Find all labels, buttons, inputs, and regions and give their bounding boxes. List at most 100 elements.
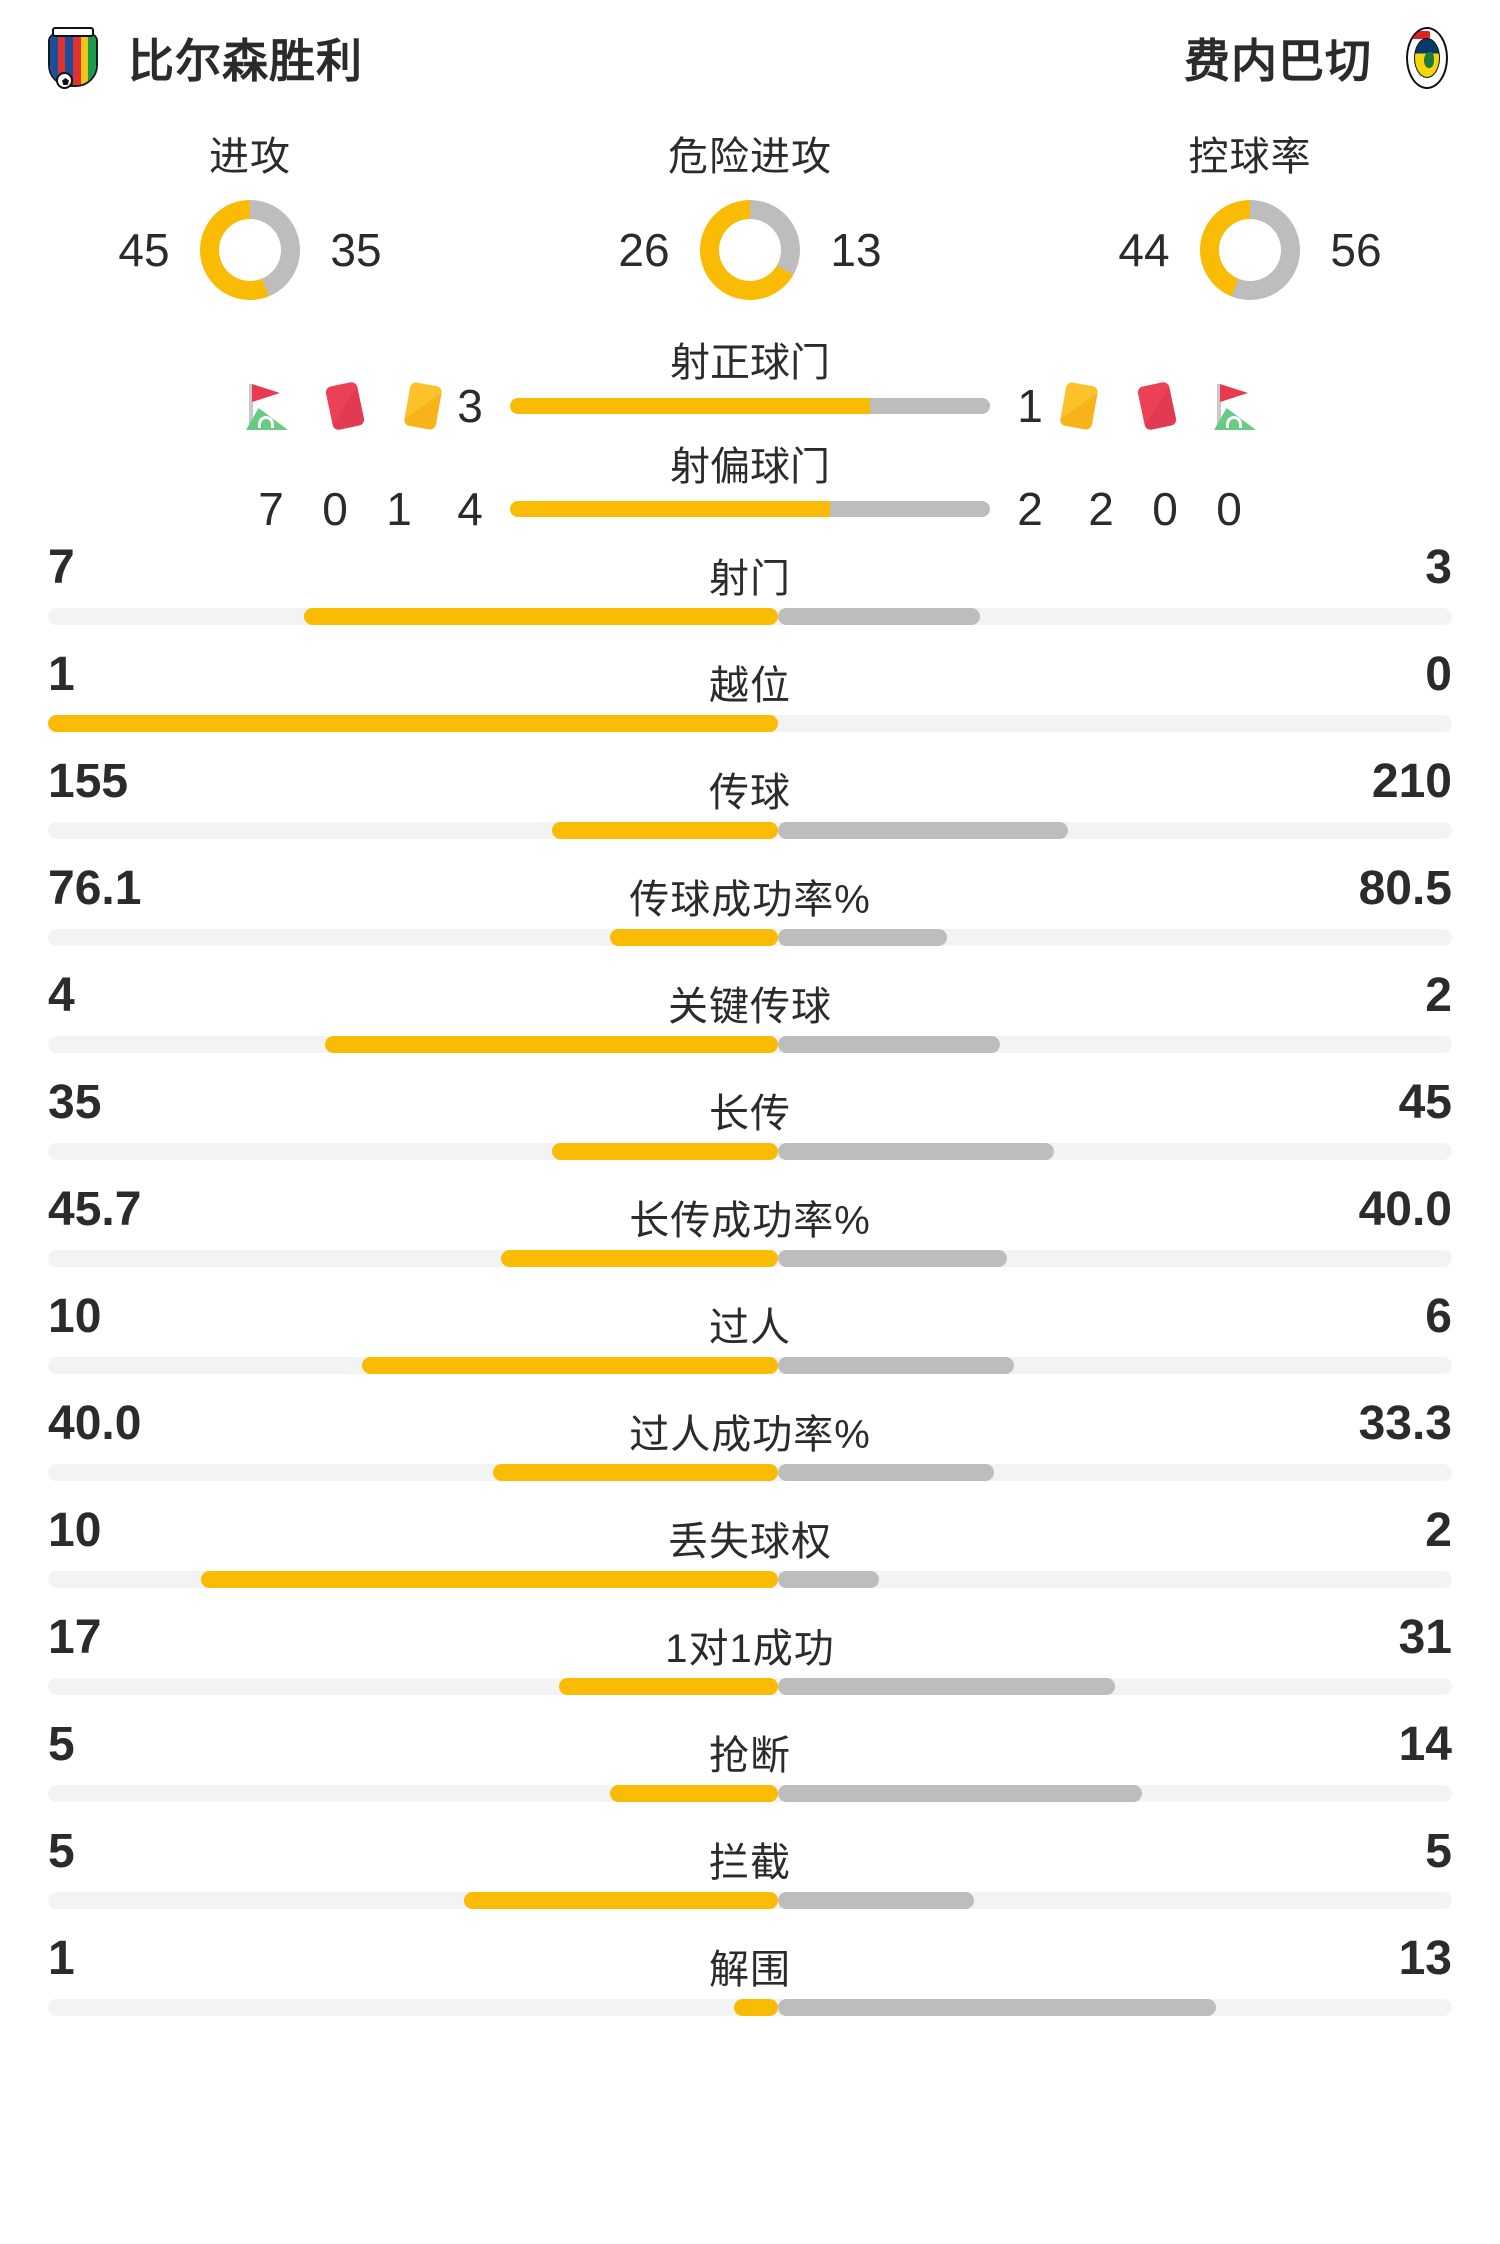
stat-row: 5 抢断 14	[48, 1707, 1452, 1814]
stat-away-value: 13	[1398, 1932, 1452, 1985]
stat-bar-track	[48, 1357, 1452, 1374]
stat-row: 155 传球 210	[48, 744, 1452, 851]
stat-away-value: 0	[1425, 648, 1452, 701]
donut-away-value: 13	[830, 224, 882, 276]
shots-off-target-row: 射偏球门 7 0 1 4 2 2 0 0	[0, 438, 1500, 535]
stat-bar-home	[610, 929, 779, 946]
stat-row: 1 解围 13	[48, 1921, 1452, 2028]
stat-bar-track	[48, 1999, 1452, 2016]
stat-away-value: 80.5	[1358, 862, 1452, 915]
shots-on-target-label: 射正球门	[670, 341, 830, 385]
donut-summary-row: 进攻 45 35 危险进攻 26 13 控球率 44 56	[0, 116, 1500, 316]
stat-away-value: 5	[1425, 1825, 1452, 1878]
stat-name: 过人成功率%	[629, 1413, 871, 1457]
stat-home-value: 5	[48, 1718, 75, 1771]
donut-cell: 危险进攻 26 13	[500, 124, 1000, 316]
stat-row: 10 过人 6	[48, 1279, 1452, 1386]
donut-title: 进攻	[209, 135, 291, 179]
stat-bar-away	[778, 1999, 1217, 2016]
stat-row: 7 射门 3	[48, 530, 1452, 637]
stat-row: 5 拦截 5	[48, 1814, 1452, 1921]
stat-away-value: 6	[1425, 1290, 1452, 1343]
away-discipline-icons	[1050, 378, 1262, 434]
donut-cell: 进攻 45 35	[0, 124, 500, 316]
stat-bar-home	[325, 1036, 779, 1053]
stat-away-value: 14	[1398, 1718, 1452, 1771]
donut-chart	[700, 200, 800, 300]
stat-bar-home	[734, 1999, 779, 2016]
stat-bar-away	[778, 1036, 1001, 1053]
donut-title: 危险进攻	[668, 135, 832, 179]
stat-row: 17 1对1成功 31	[48, 1600, 1452, 1707]
stat-home-value: 45.7	[48, 1183, 142, 1236]
stat-home-value: 40.0	[48, 1397, 142, 1450]
stat-home-value: 4	[48, 969, 75, 1022]
stat-row: 1 越位 0	[48, 637, 1452, 744]
stat-home-value: 5	[48, 1825, 75, 1878]
stat-bar-home	[303, 608, 779, 625]
stat-bar-track	[48, 608, 1452, 625]
stat-name: 关键传球	[668, 985, 832, 1029]
shots-on-target-bar	[510, 398, 990, 414]
stat-name: 过人	[709, 1306, 791, 1350]
stats-list: 7 射门 3 1 越位 0 155 传球 210 76.1 传球成功率% 80.5 4 关键传球 2 35 长传…	[0, 530, 1500, 2028]
stat-bar-home	[500, 1250, 779, 1267]
stat-home-value: 35	[48, 1076, 102, 1129]
stat-bar-home	[48, 715, 779, 732]
away-discipline-counts: 2 0 0	[1088, 482, 1242, 536]
away-red-count: 0	[1152, 483, 1178, 535]
stat-row: 76.1 传球成功率% 80.5	[48, 851, 1452, 958]
shots-off-target-bar	[510, 501, 990, 517]
stat-row: 40.0 过人成功率% 33.3	[48, 1386, 1452, 1493]
stat-bar-away	[778, 1143, 1055, 1160]
home-team: 比尔森胜利	[44, 25, 363, 91]
stat-bar-away	[778, 822, 1068, 839]
donut-away-value: 35	[330, 224, 382, 276]
stat-bar-away	[778, 1464, 994, 1481]
shots-off-target-home: 4	[457, 483, 483, 535]
stat-bar-track	[48, 929, 1452, 946]
stat-name: 解围	[709, 1948, 791, 1992]
stat-name: 抢断	[709, 1734, 791, 1778]
stat-bar-track	[48, 1036, 1452, 1053]
stat-away-value: 45	[1398, 1076, 1452, 1129]
donut-home-value: 26	[618, 224, 670, 276]
red-card-icon	[1128, 378, 1184, 434]
yellow-card-icon	[1050, 378, 1106, 434]
stat-bar-home	[464, 1892, 779, 1909]
stat-bar-track	[48, 1143, 1452, 1160]
stat-home-value: 10	[48, 1290, 102, 1343]
stat-row: 4 关键传球 2	[48, 958, 1452, 1065]
stat-bar-away	[778, 1678, 1116, 1695]
donut-home-value: 45	[118, 224, 170, 276]
donut-cell: 控球率 44 56	[1000, 124, 1500, 316]
stat-away-value: 33.3	[1358, 1397, 1452, 1450]
donut-away-value: 56	[1330, 224, 1382, 276]
donut-chart	[1200, 200, 1300, 300]
stat-bar-home	[551, 822, 779, 839]
corner-flag-icon	[1206, 378, 1262, 434]
away-team-name: 费内巴切	[1184, 35, 1372, 87]
away-team: 费内巴切	[1184, 25, 1456, 91]
shots-on-target-row: 射正球门 3 1	[0, 334, 1500, 432]
donut-title: 控球率	[1188, 135, 1312, 179]
stat-home-value: 17	[48, 1611, 102, 1664]
home-discipline-counts: 7 0 1	[258, 482, 412, 536]
stat-home-value: 1	[48, 1932, 75, 1985]
home-corner-count: 7	[258, 483, 284, 535]
stat-bar-home	[551, 1143, 779, 1160]
stat-bar-away	[778, 1571, 880, 1588]
stat-bar-home	[610, 1785, 779, 1802]
stat-away-value: 40.0	[1358, 1183, 1452, 1236]
stat-home-value: 155	[48, 755, 129, 808]
stat-name: 丢失球权	[668, 1520, 832, 1564]
stat-bar-track	[48, 1571, 1452, 1588]
stat-bar-away	[778, 929, 947, 946]
donut-chart	[200, 200, 300, 300]
match-header: 比尔森胜利 费内巴切	[0, 0, 1500, 116]
stat-name: 传球成功率%	[629, 878, 871, 922]
stat-name: 长传成功率%	[629, 1199, 871, 1243]
stat-away-value: 210	[1371, 755, 1452, 808]
home-team-name: 比尔森胜利	[128, 35, 363, 87]
stat-bar-away	[778, 1892, 974, 1909]
